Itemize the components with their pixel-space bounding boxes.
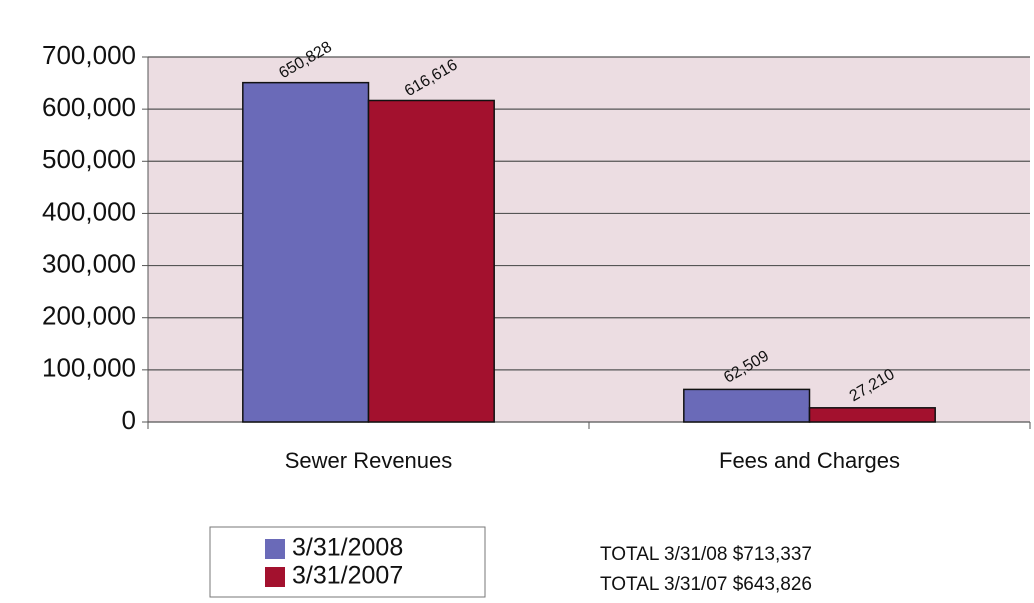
legend-swatch — [265, 567, 285, 587]
bar — [367, 99, 495, 423]
y-tick-label: 0 — [122, 405, 136, 435]
y-tick-label: 200,000 — [42, 301, 136, 331]
y-tick-label: 100,000 — [42, 353, 136, 383]
y-tick-label: 300,000 — [42, 248, 136, 278]
y-tick-label: 500,000 — [42, 144, 136, 174]
total-annotation: TOTAL 3/31/08 $713,337 — [600, 544, 812, 565]
legend-box — [209, 526, 486, 598]
legend-label: 3/31/2007 — [292, 562, 403, 590]
y-tick-label: 600,000 — [42, 92, 136, 122]
legend-label: 3/31/2008 — [292, 534, 403, 562]
x-tick-label: Sewer Revenues — [285, 448, 453, 473]
bar — [808, 407, 936, 423]
legend-swatch — [265, 539, 285, 559]
y-tick-label: 700,000 — [42, 40, 136, 70]
bar — [242, 81, 370, 423]
x-tick-label: Fees and Charges — [719, 448, 900, 473]
y-tick-label: 400,000 — [42, 196, 136, 226]
bar — [683, 388, 811, 423]
total-annotation: TOTAL 3/31/07 $643,826 — [600, 574, 812, 595]
